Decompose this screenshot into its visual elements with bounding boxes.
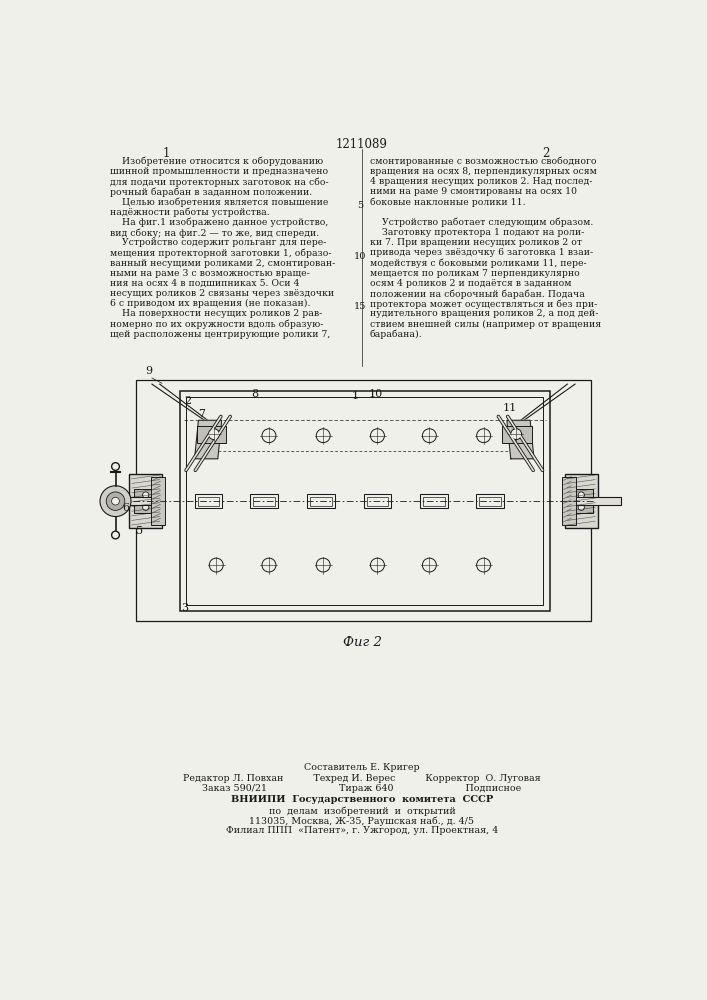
Text: 10: 10: [354, 252, 367, 261]
Text: по  делам  изобретений  и  открытий: по делам изобретений и открытий: [269, 806, 455, 816]
Bar: [134, 489, 158, 513]
Bar: [479, 497, 501, 506]
Circle shape: [578, 492, 585, 498]
Text: Заготовку протектора 1 подают на роли-: Заготовку протектора 1 подают на роли-: [370, 228, 584, 237]
Bar: [502, 426, 532, 443]
Text: протектора может осуществляться и без при-: протектора может осуществляться и без пр…: [370, 299, 597, 309]
Text: 1: 1: [162, 147, 170, 160]
Text: щей расположены центрирующие ролики 7,: щей расположены центрирующие ролики 7,: [110, 330, 330, 339]
Bar: [136, 380, 590, 620]
Bar: [420, 494, 448, 508]
Text: барабана).: барабана).: [370, 330, 423, 339]
Text: Изобретение относится к оборудованию: Изобретение относится к оборудованию: [110, 157, 323, 166]
Text: 8: 8: [251, 389, 258, 399]
Bar: [186, 397, 543, 605]
Bar: [310, 497, 332, 506]
Text: номерно по их окружности вдоль образую-: номерно по их окружности вдоль образую-: [110, 320, 323, 329]
Bar: [198, 497, 219, 506]
Polygon shape: [194, 420, 222, 459]
Text: 113035, Москва, Ж-35, Раушская наб., д. 4/5: 113035, Москва, Ж-35, Раушская наб., д. …: [250, 816, 474, 826]
Text: ными на раме 3 с возможностью враще-: ными на раме 3 с возможностью враще-: [110, 269, 310, 278]
Bar: [151, 477, 165, 525]
Bar: [363, 494, 392, 508]
Text: 1: 1: [352, 391, 359, 401]
Text: 10: 10: [369, 389, 383, 399]
Text: привода через звёздочку 6 заготовка 1 взаи-: привода через звёздочку 6 заготовка 1 вз…: [370, 248, 593, 257]
Text: Целью изобретения является повышение: Целью изобретения является повышение: [110, 198, 329, 207]
Text: вращения на осях 8, перпендикулярных осям: вращения на осях 8, перпендикулярных ося…: [370, 167, 597, 176]
Text: 6: 6: [122, 503, 129, 513]
Text: Редактор Л. Повхан          Техред И. Верес          Корректор  О. Луговая: Редактор Л. Повхан Техред И. Верес Корре…: [183, 774, 541, 783]
Bar: [129, 474, 162, 528]
Text: мещения протекторной заготовки 1, образо-: мещения протекторной заготовки 1, образо…: [110, 248, 332, 258]
Text: осям 4 роликов 2 и подаётся в заданном: осям 4 роликов 2 и подаётся в заданном: [370, 279, 571, 288]
Circle shape: [143, 504, 149, 510]
Bar: [194, 494, 223, 508]
Text: Устройство содержит рольганг для пере-: Устройство содержит рольганг для пере-: [110, 238, 327, 247]
Text: 15: 15: [354, 302, 367, 311]
Text: ванный несущими роликами 2, смонтирован-: ванный несущими роликами 2, смонтирован-: [110, 259, 335, 268]
Bar: [197, 426, 226, 443]
Bar: [367, 497, 388, 506]
Bar: [565, 497, 621, 505]
Text: 11: 11: [502, 403, 517, 413]
Text: 2: 2: [542, 147, 549, 160]
Text: для подачи протекторных заготовок на сбо-: для подачи протекторных заготовок на сбо…: [110, 177, 329, 187]
Text: надёжности работы устройства.: надёжности работы устройства.: [110, 208, 270, 217]
Bar: [476, 494, 504, 508]
Circle shape: [100, 486, 131, 517]
Bar: [106, 497, 162, 505]
Bar: [307, 494, 335, 508]
Text: мещается по роликам 7 перпендикулярно: мещается по роликам 7 перпендикулярно: [370, 269, 580, 278]
Text: 3: 3: [182, 603, 189, 613]
Text: 4 вращения несущих роликов 2. Над послед-: 4 вращения несущих роликов 2. Над послед…: [370, 177, 592, 186]
Text: ВНИИПИ  Государственного  комитета  СССР: ВНИИПИ Государственного комитета СССР: [230, 795, 493, 804]
Text: вид сбоку; на фиг.2 — то же, вид спереди.: вид сбоку; на фиг.2 — то же, вид спереди…: [110, 228, 320, 238]
Text: положении на сборочный барабан. Подача: положении на сборочный барабан. Подача: [370, 289, 585, 299]
Bar: [250, 494, 279, 508]
Text: ния на осях 4 в подшипниках 5. Оси 4: ния на осях 4 в подшипниках 5. Оси 4: [110, 279, 300, 288]
Bar: [562, 477, 575, 525]
Text: несущих роликов 2 связаны через звёздочки: несущих роликов 2 связаны через звёздочк…: [110, 289, 334, 298]
Text: боковые наклонные ролики 11.: боковые наклонные ролики 11.: [370, 198, 525, 207]
Text: 6 с приводом их вращения (не показан).: 6 с приводом их вращения (не показан).: [110, 299, 310, 308]
Text: На фиг.1 изображено данное устройство,: На фиг.1 изображено данное устройство,: [110, 218, 328, 227]
Bar: [253, 497, 275, 506]
Text: рочный барабан в заданном положении.: рочный барабан в заданном положении.: [110, 187, 312, 197]
Bar: [180, 391, 549, 611]
Text: 5: 5: [136, 526, 144, 536]
Text: На поверхности несущих роликов 2 рав-: На поверхности несущих роликов 2 рав-: [110, 309, 322, 318]
Bar: [423, 497, 445, 506]
Circle shape: [112, 497, 119, 505]
Text: 2: 2: [185, 396, 192, 406]
Text: модействуя с боковыми роликами 11, пере-: модействуя с боковыми роликами 11, пере-: [370, 259, 586, 268]
Circle shape: [510, 429, 522, 440]
Polygon shape: [507, 420, 534, 459]
Text: нудительного вращения роликов 2, а под дей-: нудительного вращения роликов 2, а под д…: [370, 309, 598, 318]
Circle shape: [578, 504, 585, 510]
Circle shape: [143, 492, 149, 498]
Bar: [565, 474, 597, 528]
Text: ки 7. При вращении несущих роликов 2 от: ки 7. При вращении несущих роликов 2 от: [370, 238, 582, 247]
Circle shape: [209, 429, 219, 440]
Text: 1211089: 1211089: [336, 138, 388, 151]
Text: 7: 7: [199, 409, 206, 419]
Text: 5: 5: [357, 201, 363, 210]
Bar: [570, 489, 593, 513]
Text: смонтированные с возможностью свободного: смонтированные с возможностью свободного: [370, 157, 596, 166]
Text: Фиг 2: Фиг 2: [344, 636, 382, 649]
Text: шинной промышленности и предназначено: шинной промышленности и предназначено: [110, 167, 328, 176]
Text: Устройство работает следующим образом.: Устройство работает следующим образом.: [370, 218, 593, 227]
Circle shape: [106, 492, 125, 510]
Text: Составитель Е. Кригер: Составитель Е. Кригер: [304, 763, 420, 772]
Text: Филиал ППП  «Патент», г. Ужгород, ул. Проектная, 4: Филиал ППП «Патент», г. Ужгород, ул. Про…: [226, 826, 498, 835]
Text: ствием внешней силы (например от вращения: ствием внешней силы (например от вращени…: [370, 320, 601, 329]
Text: ними на раме 9 смонтированы на осях 10: ними на раме 9 смонтированы на осях 10: [370, 187, 577, 196]
Text: Заказ 590/21                        Тираж 640                        Подписное: Заказ 590/21 Тираж 640 Подписное: [202, 784, 522, 793]
Text: 9: 9: [146, 366, 153, 376]
